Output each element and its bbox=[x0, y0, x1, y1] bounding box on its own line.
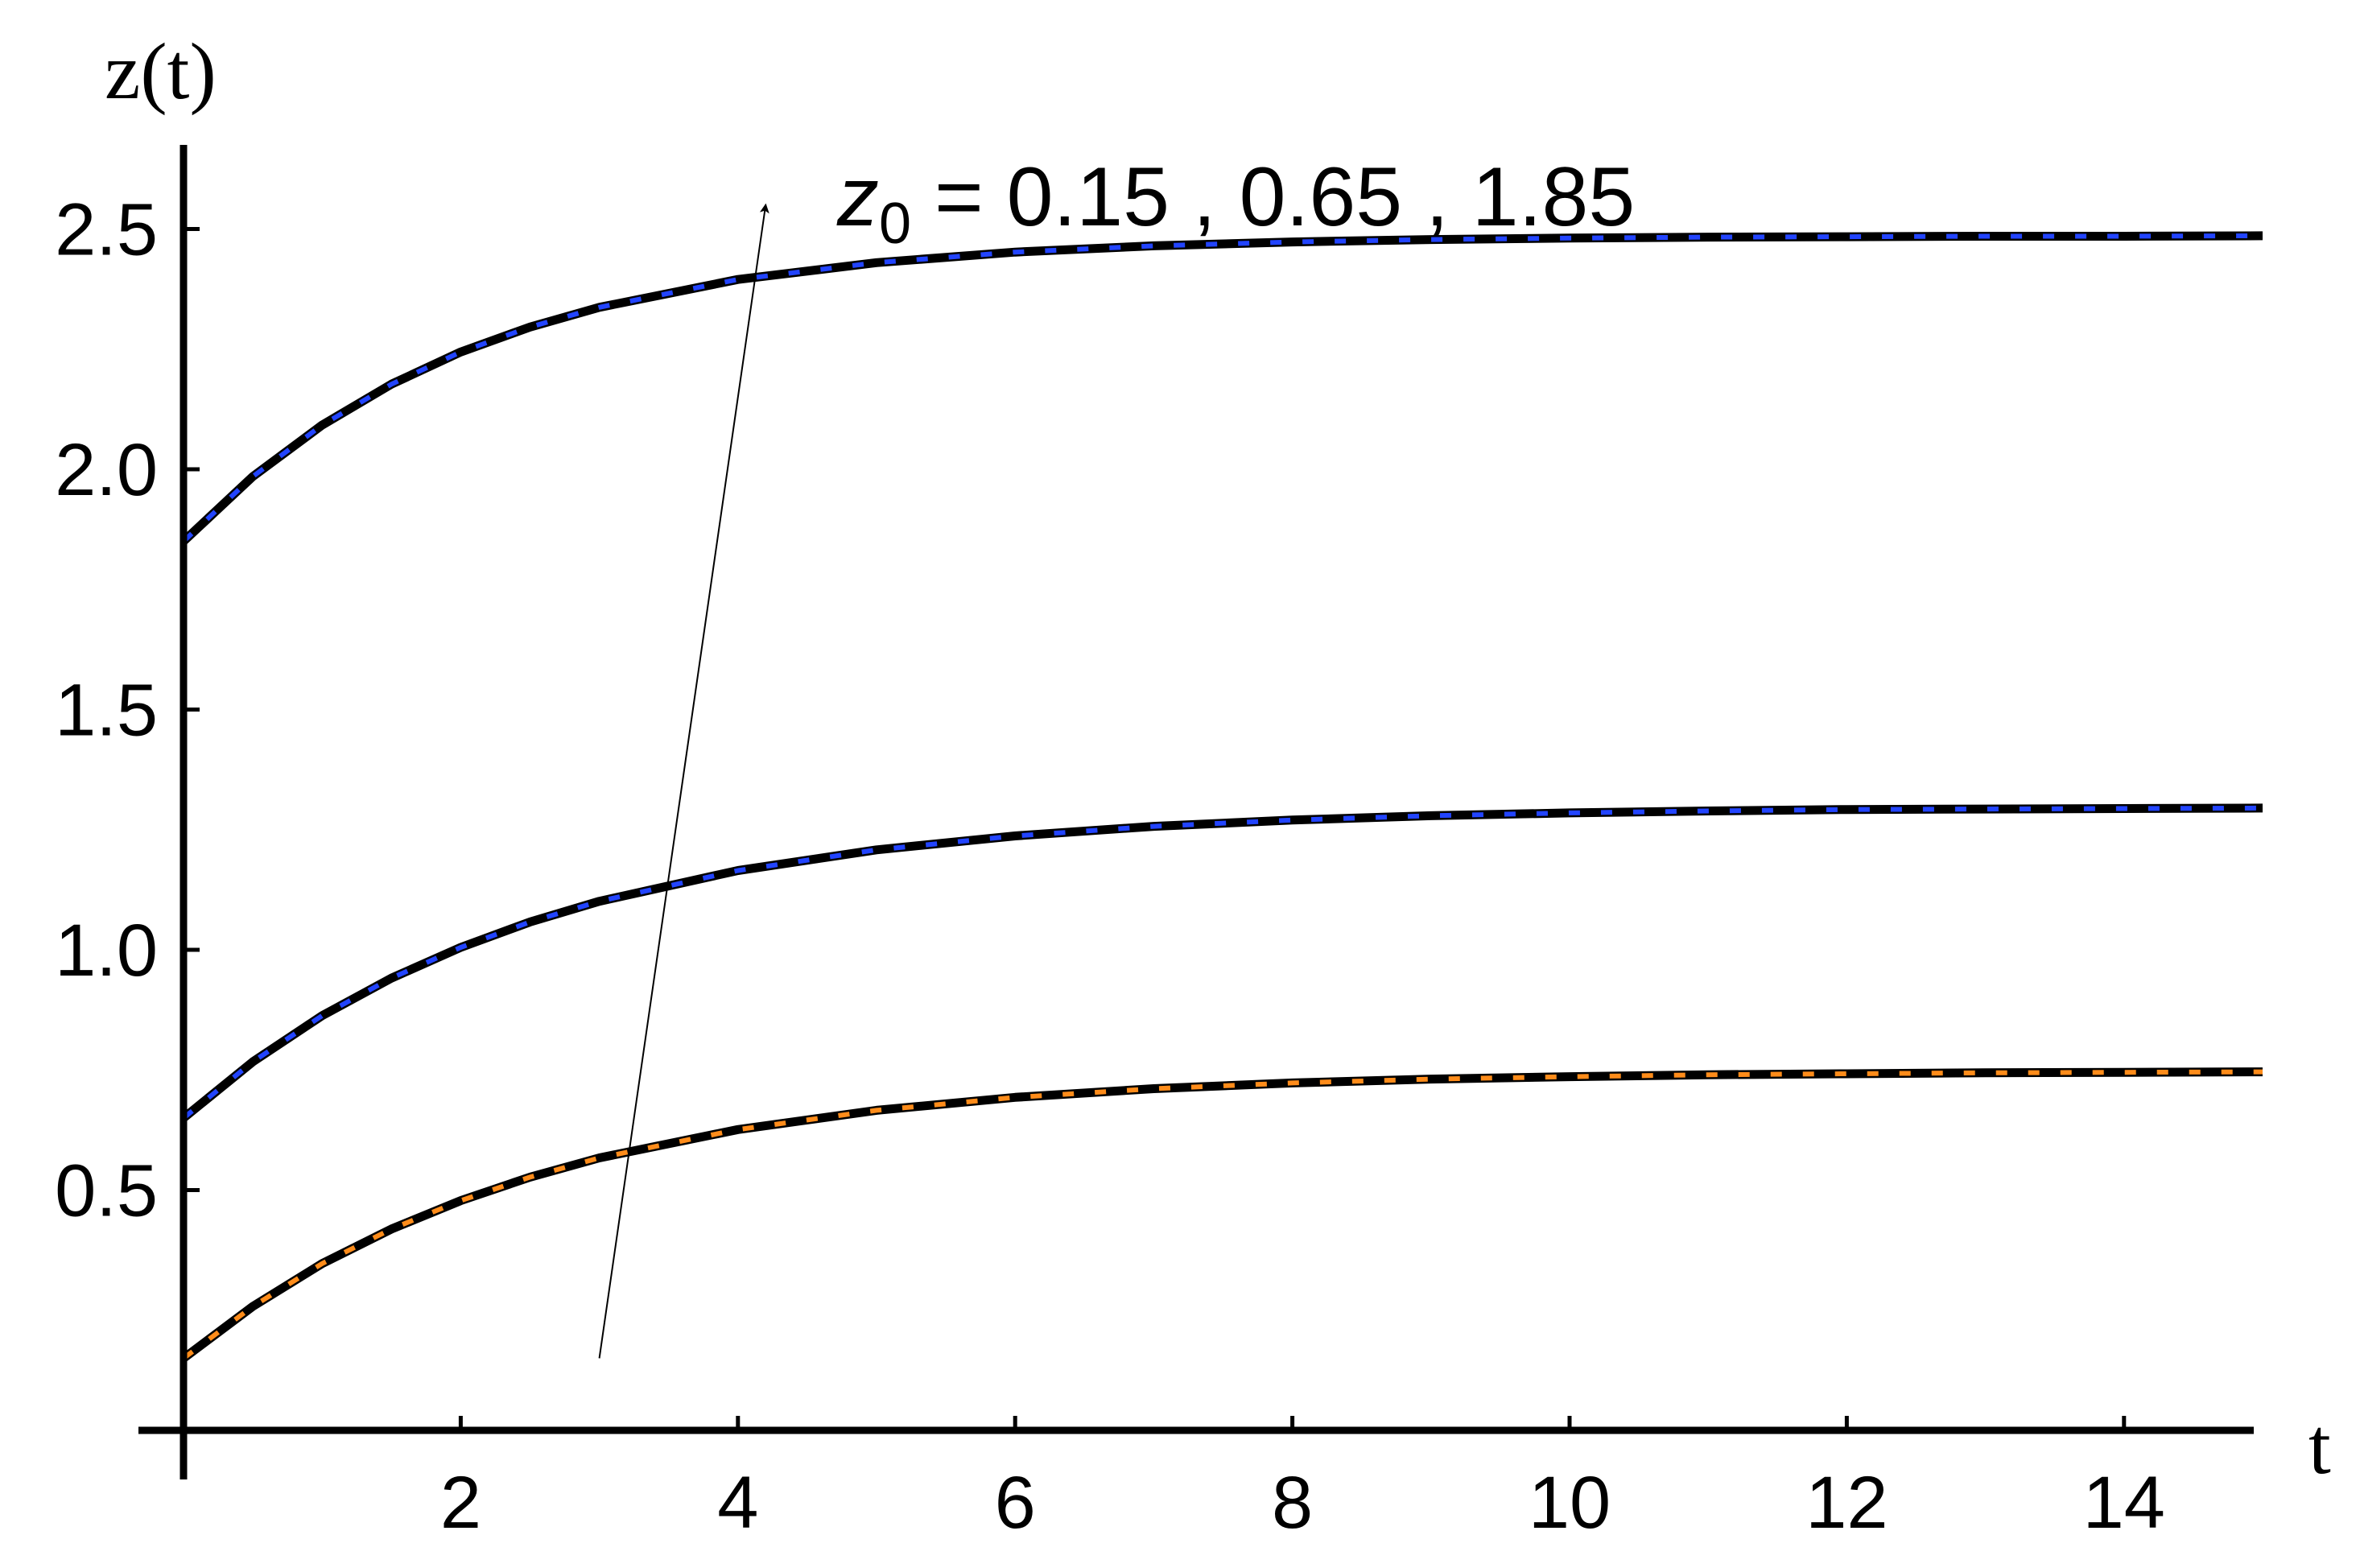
x-tick-label: 10 bbox=[1529, 1462, 1611, 1544]
series-2 bbox=[180, 231, 2263, 545]
series-line-1 bbox=[180, 803, 2263, 1122]
x-tick-label: 14 bbox=[2083, 1462, 2165, 1544]
x-tick-label: 12 bbox=[1805, 1462, 1888, 1544]
axes-layer bbox=[138, 145, 2254, 1479]
y-tick-label: 1.5 bbox=[55, 670, 158, 752]
annotation-variable: z bbox=[836, 151, 879, 244]
series-line-2 bbox=[180, 231, 2263, 545]
series-layer bbox=[180, 231, 2263, 1362]
x-tick-label: 4 bbox=[717, 1462, 758, 1544]
y-tick-label: 2.5 bbox=[55, 189, 158, 271]
annotation-subscript: 0 bbox=[879, 192, 911, 256]
series-0 bbox=[180, 1067, 2263, 1362]
annotation-values: = 0.15 , 0.65 , 1.85 bbox=[911, 151, 1635, 244]
series-1 bbox=[180, 803, 2263, 1122]
ticks-layer: 2 4 6 8 10 12 14 0.5 1.0 1.5 2.0 2.5 z(t) t bbox=[55, 27, 2331, 1544]
x-tick-label: 2 bbox=[440, 1462, 481, 1544]
y-tick-label: 1.0 bbox=[55, 910, 158, 992]
y-tick-label: 0.5 bbox=[55, 1150, 158, 1232]
series-overlay-2 bbox=[181, 233, 2263, 543]
x-axis-title: t bbox=[2308, 1401, 2331, 1491]
x-tick-label: 6 bbox=[995, 1462, 1036, 1544]
series-line-0 bbox=[180, 1067, 2263, 1362]
annotation-layer: z0 = 0.15 , 0.65 , 1.85 bbox=[598, 151, 1635, 1359]
annotation-arrow bbox=[598, 203, 769, 1359]
annotation-label: z0 = 0.15 , 0.65 , 1.85 bbox=[836, 151, 1635, 256]
series-overlay-0 bbox=[182, 1069, 2263, 1360]
y-axis-title: z(t) bbox=[105, 27, 217, 116]
y-tick-label: 2.0 bbox=[55, 429, 158, 511]
x-tick-label: 8 bbox=[1272, 1462, 1313, 1544]
